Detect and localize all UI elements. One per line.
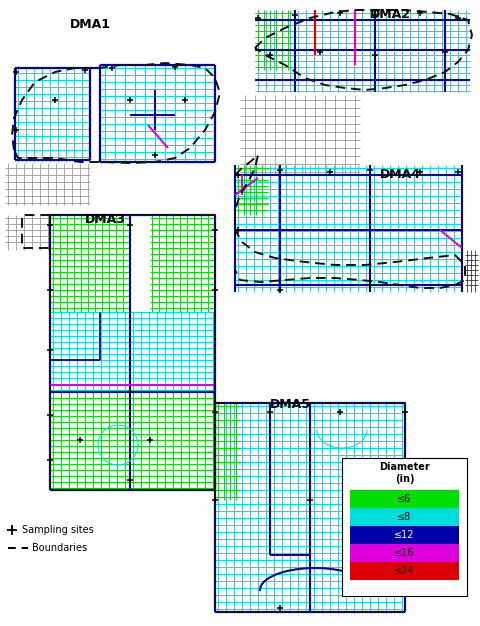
Bar — [350, 490, 459, 508]
Bar — [350, 544, 459, 562]
Bar — [342, 458, 467, 596]
Text: ≤12: ≤12 — [394, 530, 415, 540]
Text: ≤8: ≤8 — [397, 512, 412, 522]
Bar — [350, 562, 459, 580]
Text: Diameter
(in): Diameter (in) — [379, 462, 430, 484]
Text: DMA1: DMA1 — [70, 18, 110, 31]
Text: Sampling sites: Sampling sites — [22, 525, 94, 535]
Bar — [350, 526, 459, 544]
Text: DMA4: DMA4 — [380, 168, 420, 181]
Bar — [350, 508, 459, 526]
Text: ≤16: ≤16 — [394, 548, 415, 558]
Text: Boundaries: Boundaries — [32, 543, 87, 553]
Text: DMA5: DMA5 — [269, 398, 311, 411]
Text: DMA2: DMA2 — [370, 8, 410, 21]
Text: ≤24: ≤24 — [394, 566, 415, 576]
Text: DMA3: DMA3 — [84, 213, 125, 226]
Text: ≤6: ≤6 — [397, 494, 412, 504]
